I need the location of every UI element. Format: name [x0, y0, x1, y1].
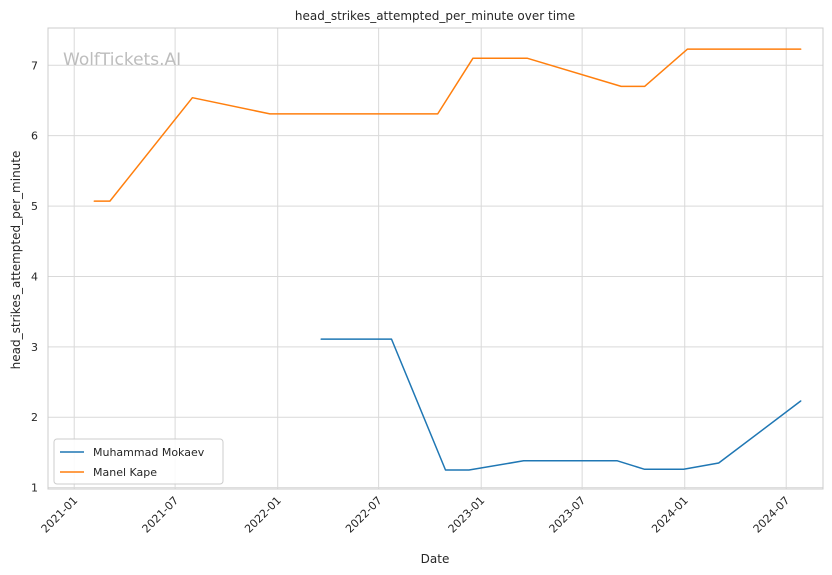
watermark: WolfTickets.AI: [63, 50, 181, 70]
x-tick-label: 2023-07: [547, 494, 589, 536]
chart-title: head_strikes_attempted_per_minute over t…: [295, 9, 575, 23]
x-tick-label: 2021-01: [39, 494, 81, 536]
series-line-muhammad-mokaev: [320, 338, 802, 471]
y-tick-label: 2: [31, 411, 38, 424]
series-line-manel-kape: [93, 48, 802, 202]
y-tick-label: 4: [31, 270, 38, 283]
grid: [48, 28, 823, 489]
x-tick-label: 2022-01: [242, 494, 284, 536]
legend-label-muhammad-mokaev: Muhammad Mokaev: [93, 446, 205, 459]
x-tick-labels: 2021-01 2021-07 2022-01 2022-07 2023-01 2023-…: [39, 494, 793, 536]
plot-frame: [47, 27, 824, 490]
y-tick-label: 5: [31, 200, 38, 213]
series-lines: [93, 48, 802, 471]
y-tick-label: 3: [31, 341, 38, 354]
y-tick-labels: 1 2 3 4 5 6 7: [31, 59, 38, 494]
x-tick-label: 2022-07: [343, 494, 385, 536]
legend: Muhammad Mokaev Manel Kape: [53, 438, 224, 485]
y-axis-label: head_strikes_attempted_per_minute: [9, 151, 23, 370]
x-tick-label: 2024-01: [649, 494, 691, 536]
x-axis-label: Date: [421, 552, 450, 566]
x-tick-label: 2021-07: [140, 494, 182, 536]
y-tick-label: 1: [31, 482, 38, 495]
legend-box: [53, 438, 224, 485]
x-tick-label: 2024-07: [751, 494, 793, 536]
y-tick-label: 6: [31, 130, 38, 143]
x-tick-label: 2023-01: [446, 494, 488, 536]
legend-label-manel-kape: Manel Kape: [93, 466, 157, 479]
y-tick-label: 7: [31, 59, 38, 72]
